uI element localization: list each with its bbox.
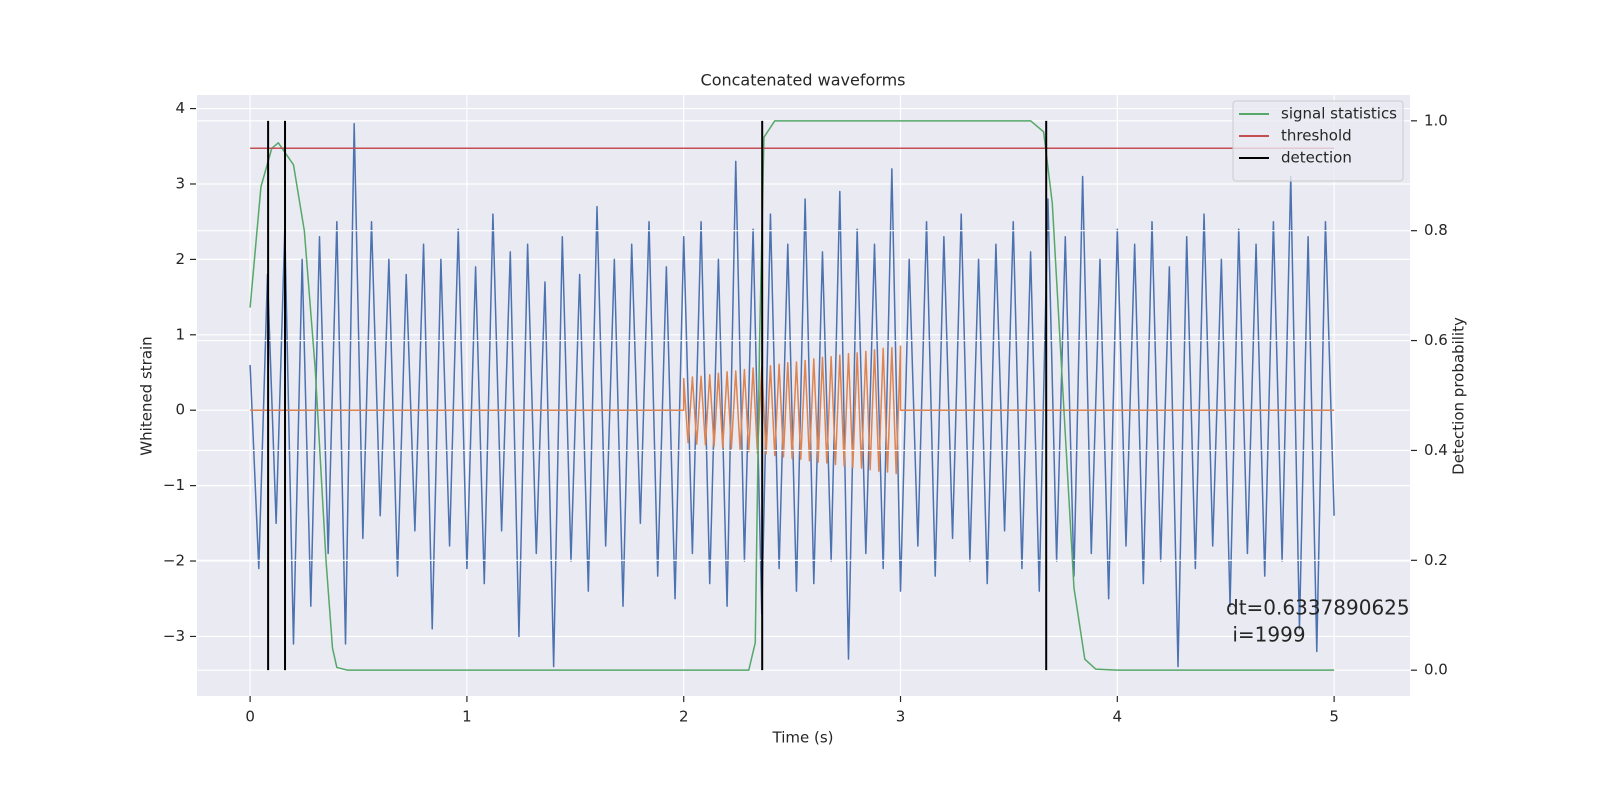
legend-box xyxy=(1232,100,1404,182)
x-tick-label: 0 xyxy=(245,708,255,726)
chart-title: Concatenated waveforms xyxy=(701,71,906,90)
y-tick-label: 3 xyxy=(175,174,185,192)
y2-tick-label: 0.6 xyxy=(1424,331,1448,349)
series-line xyxy=(250,345,1335,475)
x-tick-label: 2 xyxy=(679,708,689,726)
y2-tick-label: 0.8 xyxy=(1424,221,1448,239)
y-tick-label: 2 xyxy=(175,250,185,268)
series-line xyxy=(249,120,1335,671)
y-tick-label: 4 xyxy=(175,99,185,117)
y-tick-label: 0 xyxy=(175,401,185,419)
y-axis-label: Whitened strain xyxy=(138,336,156,455)
y2-tick-label: 0.4 xyxy=(1424,441,1448,459)
y-tick-label: −3 xyxy=(163,627,185,645)
legend-label: threshold xyxy=(1281,127,1352,145)
y2-axis-label: Detection probability xyxy=(1450,317,1468,475)
axes-secondary xyxy=(197,120,1410,671)
y-tick-label: 1 xyxy=(175,325,185,343)
x-tick-label: 1 xyxy=(462,708,472,726)
x-tick-label: 4 xyxy=(1113,708,1123,726)
y2-tick-label: 1.0 xyxy=(1424,111,1448,129)
axes-primary xyxy=(197,95,1410,696)
y2-tick-label: 0.0 xyxy=(1424,661,1448,679)
y2-tick-label: 0.2 xyxy=(1424,551,1448,569)
y-tick-label: −1 xyxy=(163,476,185,494)
legend-label: detection xyxy=(1281,149,1352,167)
series-line xyxy=(249,122,1335,668)
y-tick-label: −2 xyxy=(163,552,185,570)
annotation: i=1999 xyxy=(1226,623,1306,647)
x-axis-label: Time (s) xyxy=(772,729,834,747)
legend-label: signal statistics xyxy=(1281,105,1397,123)
x-tick-label: 3 xyxy=(896,708,906,726)
x-tick-label: 5 xyxy=(1329,708,1339,726)
annotation: dt=0.6337890625 xyxy=(1226,596,1410,620)
